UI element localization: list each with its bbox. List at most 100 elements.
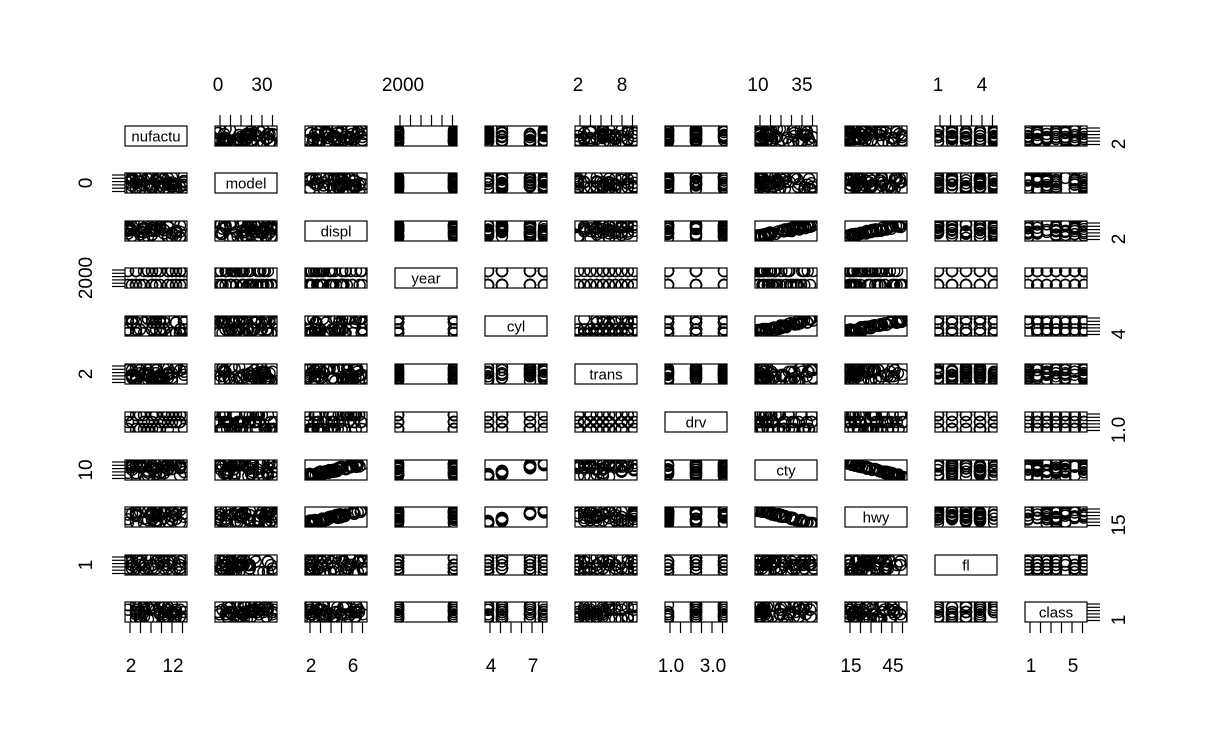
panel-manufacturer-vs-manufacturer: nufactu bbox=[125, 126, 187, 146]
points bbox=[573, 314, 640, 339]
panel-frame bbox=[1025, 268, 1087, 288]
panel-frame bbox=[485, 173, 547, 193]
data-point bbox=[663, 266, 674, 277]
panel-cty-vs-cty: cty bbox=[755, 460, 817, 480]
points bbox=[483, 219, 550, 244]
data-point bbox=[539, 410, 550, 421]
data-point bbox=[933, 471, 944, 482]
panel-trans-vs-fl bbox=[933, 362, 1000, 387]
panel-frame bbox=[395, 460, 457, 480]
points bbox=[1023, 171, 1090, 196]
panel-model-vs-manufacturer bbox=[123, 171, 190, 196]
points bbox=[123, 219, 190, 244]
data-point bbox=[585, 266, 596, 277]
points bbox=[213, 410, 280, 435]
data-point bbox=[961, 410, 972, 421]
panel-model-vs-fl bbox=[933, 171, 1000, 196]
panel-year-vs-drv bbox=[663, 266, 730, 291]
points bbox=[1023, 219, 1090, 243]
panel-trans-vs-class bbox=[1023, 362, 1090, 387]
data-point bbox=[989, 424, 1000, 435]
data-point bbox=[989, 266, 1000, 277]
points bbox=[213, 124, 280, 149]
panel-drv-vs-cty bbox=[753, 410, 818, 435]
points bbox=[123, 314, 190, 339]
points bbox=[213, 314, 280, 339]
data-point bbox=[616, 424, 627, 435]
points bbox=[123, 410, 190, 435]
data-point bbox=[585, 280, 596, 291]
panel-manufacturer-vs-displ bbox=[303, 124, 369, 149]
points bbox=[573, 171, 640, 196]
points bbox=[753, 314, 819, 339]
points bbox=[483, 362, 550, 387]
panel-cyl-vs-cyl: cyl bbox=[485, 316, 547, 336]
data-point bbox=[449, 410, 460, 421]
data-point bbox=[933, 280, 944, 291]
points bbox=[753, 266, 819, 291]
panel-drv-vs-trans bbox=[573, 410, 640, 435]
panel-year-vs-cyl bbox=[483, 266, 550, 291]
panel-manufacturer-vs-cty bbox=[753, 124, 819, 149]
panel-cty-vs-fl bbox=[933, 458, 1000, 483]
panel-cyl-vs-hwy bbox=[843, 314, 908, 338]
data-point bbox=[616, 280, 627, 291]
panel-frame bbox=[485, 126, 547, 146]
points bbox=[663, 458, 730, 483]
points bbox=[933, 171, 1000, 196]
panel-frame bbox=[485, 460, 547, 480]
panel-model-vs-cty bbox=[753, 171, 818, 196]
points bbox=[303, 314, 370, 339]
panel-drv-vs-year bbox=[393, 410, 460, 435]
data-point bbox=[539, 280, 550, 291]
panel-displ-vs-displ: displ bbox=[305, 221, 367, 241]
panel-cyl-vs-manufacturer bbox=[123, 314, 190, 339]
panel-year-vs-hwy bbox=[843, 266, 909, 291]
points bbox=[933, 314, 1000, 339]
points bbox=[393, 125, 460, 149]
data-point bbox=[591, 410, 602, 421]
data-point bbox=[947, 266, 958, 277]
data-point bbox=[483, 417, 494, 428]
data-point bbox=[719, 280, 730, 291]
points bbox=[393, 219, 460, 244]
panel-frame bbox=[395, 316, 457, 336]
panel-manufacturer-vs-model bbox=[213, 124, 280, 149]
panel-manufacturer-vs-drv bbox=[663, 124, 730, 148]
points bbox=[933, 266, 1000, 291]
data-point bbox=[497, 280, 508, 291]
points bbox=[123, 458, 190, 482]
data-point bbox=[961, 424, 972, 435]
panel-trans-vs-hwy bbox=[843, 362, 908, 387]
panel-cyl-vs-drv bbox=[663, 314, 730, 339]
diagonal-label: cyl bbox=[507, 319, 525, 336]
points bbox=[393, 171, 460, 196]
data-point bbox=[539, 424, 550, 435]
points bbox=[214, 219, 280, 244]
panel-cty-vs-year bbox=[393, 458, 460, 482]
points bbox=[483, 124, 550, 149]
points bbox=[843, 124, 908, 149]
diagonal-label: drv bbox=[686, 415, 707, 432]
data-point bbox=[947, 424, 958, 435]
panel-model-vs-displ bbox=[303, 171, 369, 196]
panel-displ-vs-drv bbox=[663, 219, 730, 244]
data-point bbox=[393, 417, 404, 428]
points bbox=[213, 458, 280, 483]
data-point bbox=[691, 280, 702, 291]
data-point bbox=[622, 280, 633, 291]
panel-drv-vs-hwy bbox=[843, 410, 910, 435]
panel-trans-vs-manufacturer bbox=[123, 362, 190, 387]
points bbox=[753, 362, 819, 387]
panel-manufacturer-vs-fl bbox=[933, 124, 1000, 149]
points bbox=[843, 171, 909, 196]
points bbox=[123, 171, 190, 196]
points bbox=[933, 458, 1000, 483]
points bbox=[483, 458, 550, 483]
points bbox=[1023, 124, 1090, 149]
diagonal-label: cty bbox=[776, 463, 796, 480]
data-point bbox=[131, 266, 142, 277]
panel-trans-vs-displ bbox=[303, 362, 369, 387]
data-point bbox=[610, 424, 621, 435]
